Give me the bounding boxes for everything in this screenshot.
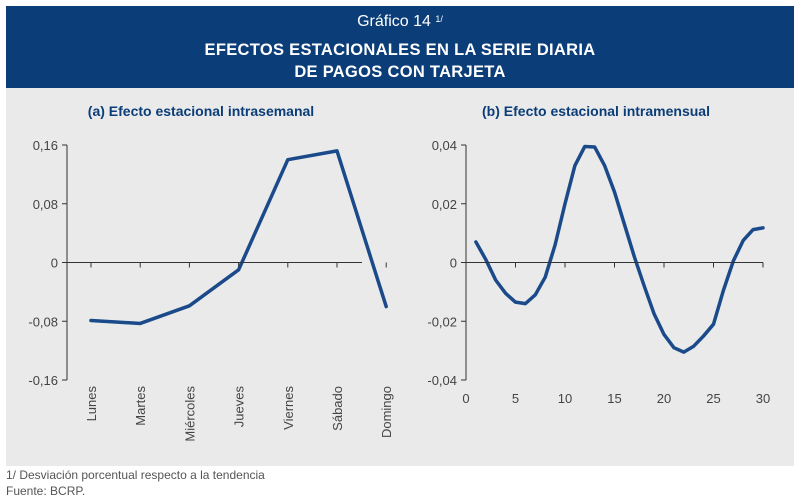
graph-number-text: Gráfico 14 [357,13,431,30]
chart-b-x-tick-label: 25 [706,391,720,406]
chart-b-x-tick-label: 5 [512,391,519,406]
source-note: Fuente: BCRP. [6,484,86,498]
chart-b-y-tick-label: -0,02 [427,314,457,329]
chart-b-y-tick-label: 0,04 [432,138,457,153]
chart-a-series [89,149,388,326]
charts-svg: (a) Efecto estacional intrasemanal 0,160… [28,103,770,442]
chart-b-title: (b) Efecto estacional intramensual [482,103,710,119]
chart-b-x-tick-label: 0 [462,391,469,406]
title-line-2: DE PAGOS CON TARJETA [294,63,506,81]
chart-b-y-tick-label: -0,04 [427,373,457,388]
chart-b-x-tick-label: 30 [756,391,770,406]
footnote: 1/ Desviación porcentual respecto a la t… [6,468,265,482]
chart-b-x-ticks: 0 5 10 15 20 25 30 [462,262,770,406]
chart-a-x-label: Jueves [232,386,247,428]
chart-a-x-label: Miércoles [182,386,197,442]
chart-a-y-ticks: 0,16 0,08 0 -0,08 -0,16 [28,138,67,388]
chart-a-y-tick-label: -0,16 [28,373,58,388]
chart-a-x-label: Lunes [84,386,99,422]
chart-intrasemanal: (a) Efecto estacional intrasemanal 0,160… [28,103,394,442]
chart-b-y-tick-label: 0 [450,256,457,271]
graph-number: Gráfico 14 1/ [6,13,794,31]
chart-a-x-label: Sábado [330,386,345,431]
chart-a-x-label: Viernes [281,386,296,430]
chart-b-x-tick-label: 15 [607,391,621,406]
chart-a-x-label: Martes [133,386,148,426]
chart-a-y-tick-label: 0,16 [33,138,58,153]
title-line-1: EFECTOS ESTACIONALES EN LA SERIE DIARIA [204,41,596,59]
chart-a-x-labels: Lunes Martes Miércoles Jueves Viernes Sábado D… [84,262,394,442]
chart-title: EFECTOS ESTACIONALES EN LA SERIE DIARIA … [6,39,794,83]
chart-b-x-tick-label: 10 [558,391,572,406]
chart-b-series [474,144,765,354]
chart-a-title: (a) Efecto estacional intrasemanal [88,103,314,119]
chart-b-y-tick-label: 0,02 [432,197,457,212]
chart-a-y-tick-label: 0,08 [33,197,58,212]
chart-a-line [89,149,388,326]
chart-intramensual: (b) Efecto estacional intramensual 0,040… [427,103,770,406]
chart-a-y-tick-label: -0,08 [28,314,58,329]
chart-b-line [474,144,765,354]
chart-a-x-label: Domingo [379,386,394,438]
chart-a-y-tick-label: 0 [51,256,58,271]
footnote-ref: 1/ [435,14,443,24]
chart-b-y-ticks: 0,04 0,02 0 -0,02 -0,04 [427,138,466,388]
chart-b-x-tick-label: 20 [657,391,671,406]
chart-header: Gráfico 14 1/ EFECTOS ESTACIONALES EN LA… [6,6,794,88]
charts-panel: (a) Efecto estacional intrasemanal 0,16 0… [6,88,794,466]
